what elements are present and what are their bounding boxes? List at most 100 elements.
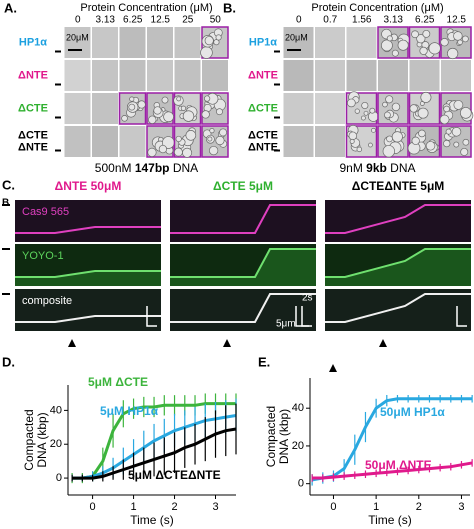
droplet (161, 96, 169, 104)
trace (170, 248, 316, 278)
y-tick-label: 20 (50, 438, 62, 450)
droplet (397, 39, 409, 51)
column-label: 12.5 (447, 15, 467, 26)
caption-part: 9kb (366, 161, 387, 175)
micrograph (64, 60, 91, 91)
droplet (215, 34, 222, 41)
micrograph (202, 60, 228, 91)
scale-time: 2s (302, 293, 313, 304)
series-label: 50μM ΔNTE (365, 458, 432, 472)
droplet (153, 106, 162, 115)
droplet (174, 147, 183, 157)
scale-tick (55, 50, 61, 53)
series-line (312, 461, 473, 480)
droplet (361, 101, 369, 110)
droplet (180, 105, 187, 111)
series-label: 50μM HP1α (380, 405, 445, 419)
droplet (346, 98, 356, 108)
droplet (411, 30, 419, 39)
y-axis-label-line: DNA (kbp) (35, 412, 49, 467)
droplet (215, 135, 225, 146)
droplet (443, 139, 451, 148)
x-axis-label: Time (s) (368, 513, 412, 527)
trace (170, 204, 316, 234)
droplet (121, 114, 128, 122)
y-axis-label-line: DNA (kbp) (277, 409, 291, 464)
x-tick-label: 3 (458, 501, 464, 513)
droplet (386, 35, 393, 42)
side-label: B (2, 198, 9, 209)
scale-tick (55, 116, 61, 119)
kymograph (325, 200, 471, 242)
caption-part: 500nM (95, 161, 135, 175)
droplet (363, 110, 369, 116)
droplet (175, 135, 182, 143)
droplet (163, 111, 174, 123)
trace (325, 293, 471, 323)
droplet (411, 136, 420, 145)
panel-label: C. (2, 177, 15, 192)
micrograph (174, 60, 201, 91)
scale-label: 20μM (66, 32, 89, 42)
scale-tick (55, 149, 61, 152)
series-label: 5μM ΔCTEΔNTE (128, 468, 221, 482)
y-axis-label: CompactedDNA (kbp) (264, 406, 291, 467)
panel-label: E. (258, 354, 270, 369)
row-label: ΔCTE (248, 102, 278, 114)
column-label: 1.56 (352, 15, 372, 26)
panel-label: A. (4, 0, 17, 15)
droplet (420, 91, 432, 103)
droplet (349, 138, 355, 144)
arrowhead (223, 339, 231, 347)
droplet (128, 103, 136, 111)
micrograph (92, 93, 118, 124)
column-label: 3.13 (384, 15, 404, 26)
scale-tick (55, 83, 61, 86)
row-label: ΔNTE (18, 69, 48, 81)
droplet (445, 128, 452, 135)
scale-length: 5μm (276, 319, 296, 330)
micrograph (315, 93, 345, 124)
micrograph (283, 27, 314, 58)
x-tick-label: 0 (330, 501, 336, 513)
scale-bar (301, 306, 312, 327)
row-label: ΔCTE (18, 129, 48, 141)
droplet (416, 34, 426, 44)
droplet (368, 142, 373, 148)
x-tick-label: 2 (416, 501, 422, 513)
droplet (460, 147, 469, 156)
bead-tick (2, 248, 10, 250)
scale-tick (274, 50, 280, 53)
series-line (311, 397, 473, 482)
droplet (200, 46, 213, 59)
droplet (354, 108, 360, 114)
droplet (348, 131, 358, 141)
kymograph (170, 289, 316, 331)
micrograph (92, 27, 118, 58)
axis-header: Protein Concentration (μM) (80, 2, 212, 14)
micrograph (64, 126, 91, 157)
droplet (447, 47, 459, 60)
series-line (72, 427, 237, 480)
column-label: 0.7 (323, 15, 337, 26)
droplet (356, 146, 363, 153)
kymograph (15, 200, 161, 242)
micrograph (283, 60, 314, 91)
droplet (440, 38, 449, 47)
droplet (385, 95, 394, 104)
droplet (204, 95, 211, 102)
droplet (129, 96, 135, 102)
kymograph (325, 289, 471, 331)
y-tick-label: 0 (56, 472, 62, 484)
column-label: 12.5 (151, 15, 171, 26)
scale-label: 20μM (285, 32, 308, 42)
y-tick-label: 40 (292, 402, 304, 414)
micrograph (315, 27, 345, 58)
y-axis-label-line: Compacted (264, 406, 278, 467)
droplet (417, 107, 429, 119)
caption-part: 9nM (339, 161, 366, 175)
kymo-header: ΔCTEΔNTE 5μM (352, 179, 445, 193)
x-tick-label: 1 (373, 501, 379, 513)
arrowhead (68, 339, 76, 347)
